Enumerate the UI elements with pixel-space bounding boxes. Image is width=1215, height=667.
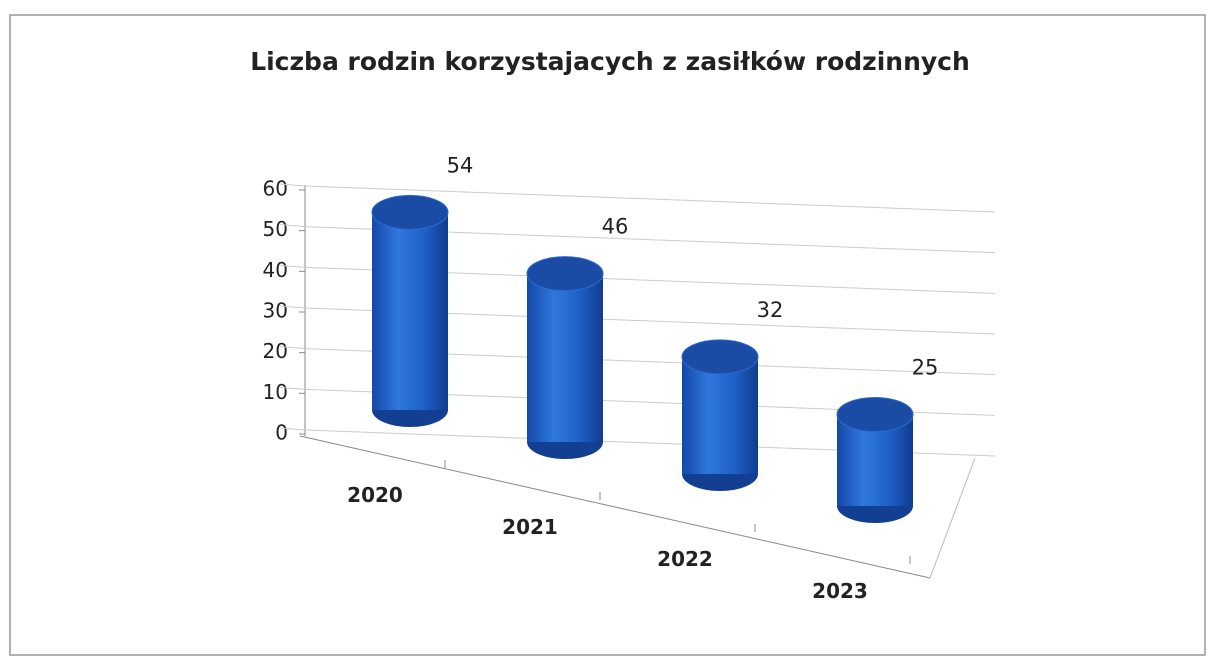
data-label: 54 [447, 153, 474, 177]
x-tick-label: 2023 [812, 579, 868, 603]
y-tick-label: 50 [263, 217, 288, 241]
grid-line [279, 386, 306, 390]
grid-line [279, 346, 306, 350]
grid-line [279, 305, 306, 309]
cylinder-top [836, 397, 914, 432]
chart-frame [9, 14, 1206, 656]
y-tick-label: 10 [263, 380, 288, 404]
grid-line [279, 264, 306, 268]
y-tick-label: 40 [263, 258, 288, 282]
cylinder-top [371, 194, 449, 230]
grid-line [304, 185, 996, 213]
grid-line [279, 427, 306, 431]
y-tick-label: 20 [263, 339, 288, 363]
y-tick-label: 0 [275, 421, 288, 445]
data-label: 25 [912, 356, 939, 380]
x-tick-label: 2021 [502, 515, 558, 539]
cylinder-body [682, 356, 758, 474]
cylinder-top [526, 256, 604, 292]
cylinder-body [372, 212, 448, 410]
y-tick-label: 60 [263, 177, 288, 201]
x-tick-label: 2020 [347, 483, 403, 507]
chart-title: Liczba rodzin korzystajacych z zasiłków … [250, 47, 970, 76]
floor-edge [299, 435, 931, 579]
data-label: 46 [602, 215, 629, 239]
grid-line [279, 224, 306, 228]
floor-edge [929, 457, 976, 579]
x-tick-label: 2022 [657, 547, 713, 571]
cylinder-top [681, 339, 759, 375]
y-tick-label: 30 [263, 299, 288, 323]
data-label: 32 [757, 298, 784, 322]
grid-line [279, 183, 306, 187]
cylinder-body [527, 273, 603, 442]
